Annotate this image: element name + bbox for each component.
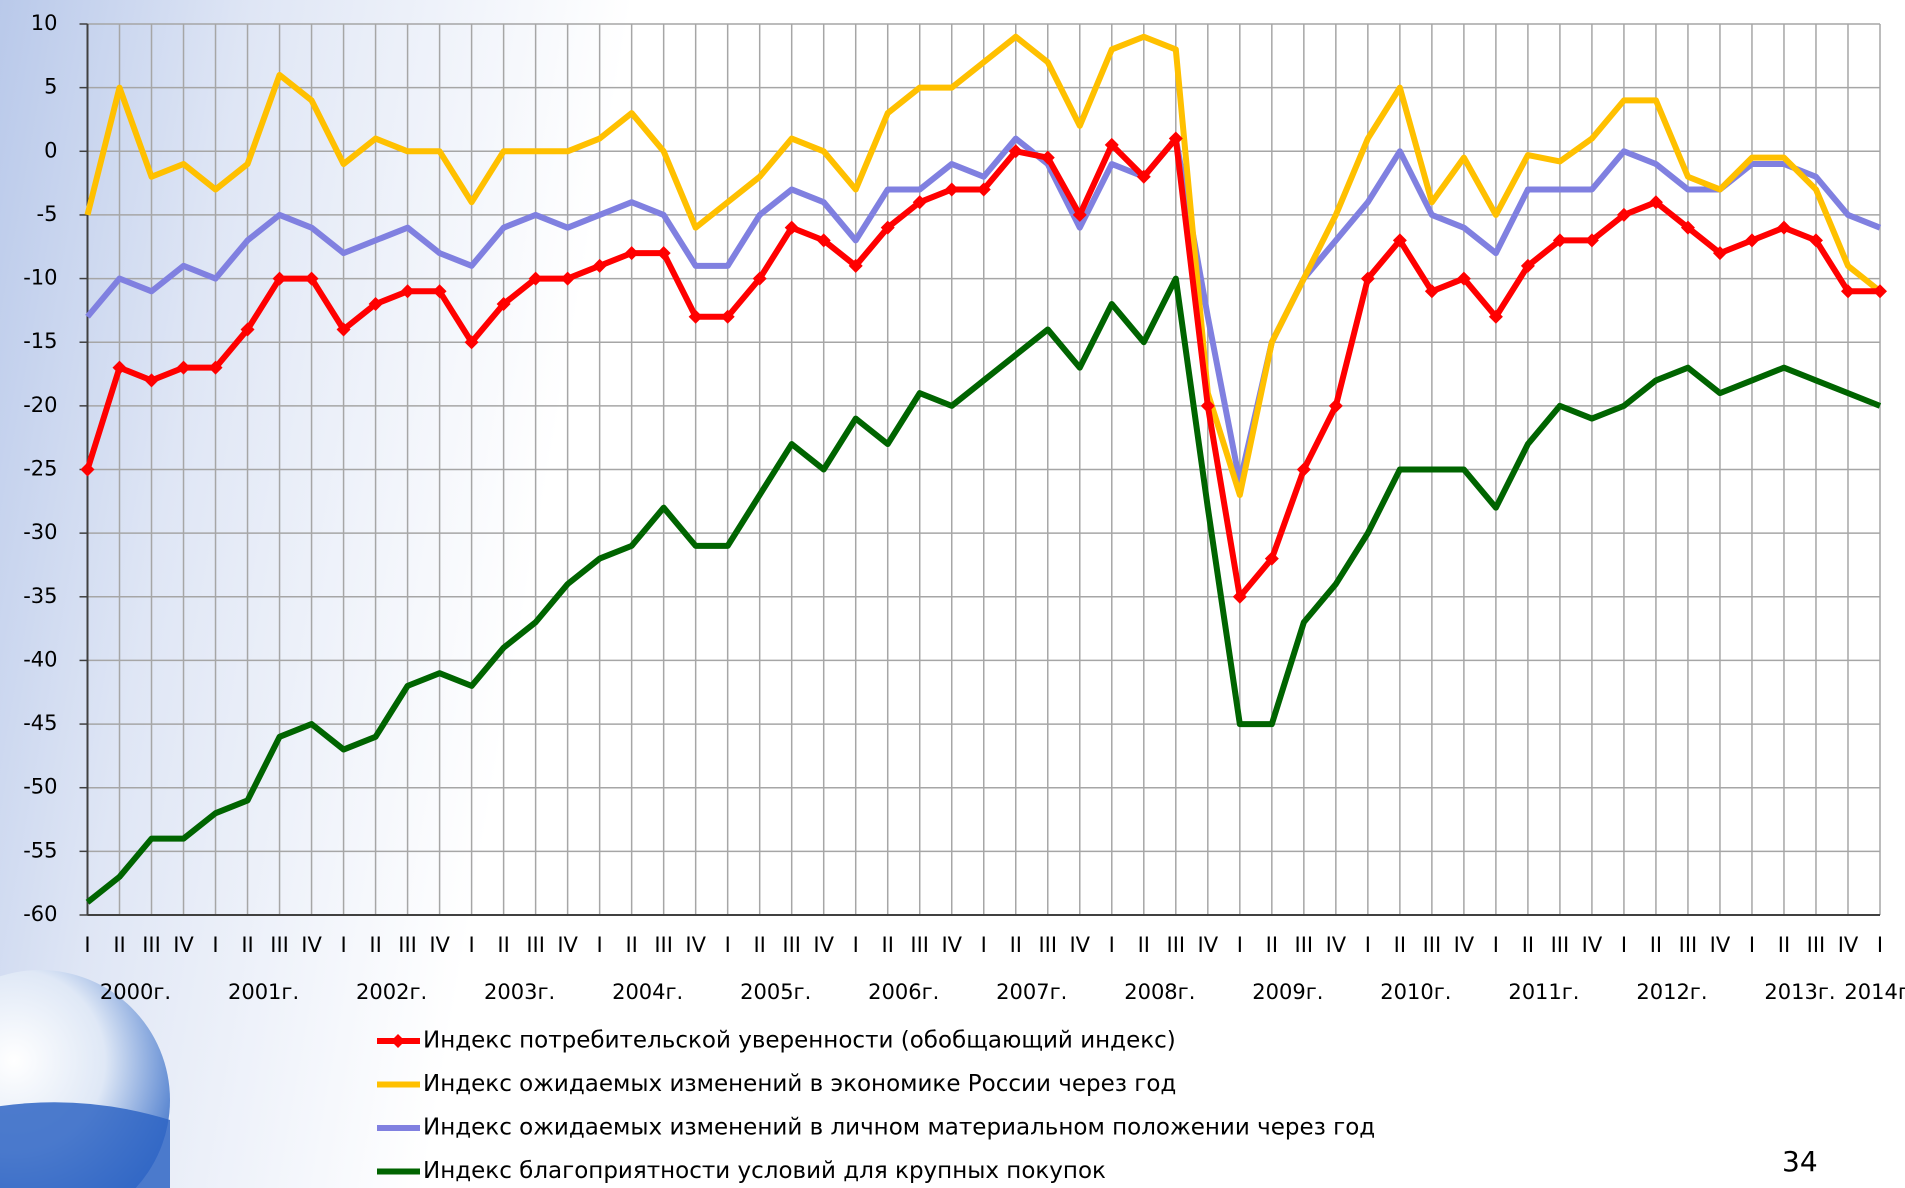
x-tick-label: II bbox=[497, 933, 509, 957]
x-tick-label: II bbox=[882, 933, 894, 957]
x-tick-label: I bbox=[981, 933, 987, 957]
y-tick-label: -10 bbox=[23, 266, 57, 290]
x-tick-label: IV bbox=[429, 933, 450, 957]
x-tick-label: III bbox=[1295, 933, 1314, 957]
year-label: 2009г. bbox=[1252, 980, 1323, 1004]
y-tick-label: -40 bbox=[23, 647, 57, 671]
legend-marker bbox=[391, 1034, 405, 1048]
year-label: 2014г. bbox=[1844, 980, 1905, 1004]
x-tick-label: III bbox=[910, 933, 929, 957]
x-tick-label: I bbox=[1365, 933, 1371, 957]
year-label: 2007г. bbox=[996, 980, 1067, 1004]
page: 34 10 5 0 -5 -10 -15 -20 -25 -30 -35 -40 -45 -50 -55 -… bbox=[0, 0, 1905, 1188]
x-tick-label: II bbox=[1778, 933, 1790, 957]
x-tick-label: III bbox=[526, 933, 545, 957]
x-tick-label: IV bbox=[813, 933, 834, 957]
x-tick-label: III bbox=[1167, 933, 1186, 957]
data-point bbox=[81, 463, 95, 477]
x-tick-label: III bbox=[270, 933, 289, 957]
legend-label: Индекс потребительской уверенности (обоб… bbox=[423, 1028, 1176, 1054]
x-tick-label: III bbox=[782, 933, 801, 957]
year-label: 2004г. bbox=[612, 980, 683, 1004]
x-tick-label: II bbox=[1266, 933, 1278, 957]
x-tick-label: III bbox=[1679, 933, 1698, 957]
x-tick-label: II bbox=[241, 933, 253, 957]
x-tick-label: I bbox=[340, 933, 346, 957]
x-tick-label: I bbox=[597, 933, 603, 957]
x-tick-label: I bbox=[469, 933, 475, 957]
year-label: 2013г. bbox=[1764, 980, 1835, 1004]
x-tick-label: III bbox=[1423, 933, 1442, 957]
x-tick-label: I bbox=[84, 933, 90, 957]
year-label: 2002г. bbox=[356, 980, 427, 1004]
x-tick-label: II bbox=[1138, 933, 1150, 957]
y-tick-label: -5 bbox=[37, 202, 58, 226]
x-tick-label: IV bbox=[1710, 933, 1731, 957]
x-tick-label: IV bbox=[1326, 933, 1347, 957]
x-tick-label: IV bbox=[557, 933, 578, 957]
x-tick-label: I bbox=[725, 933, 731, 957]
x-tick-label: I bbox=[1237, 933, 1243, 957]
x-tick-label: II bbox=[113, 933, 125, 957]
y-tick-label: -30 bbox=[23, 520, 57, 544]
x-tick-label: II bbox=[369, 933, 381, 957]
x-tick-label: IV bbox=[941, 933, 962, 957]
x-tick-label: IV bbox=[173, 933, 194, 957]
decoration-band bbox=[0, 1102, 170, 1188]
year-label: 2012г. bbox=[1636, 980, 1707, 1004]
y-tick-label: -45 bbox=[23, 711, 57, 735]
x-tick-label: I bbox=[853, 933, 859, 957]
y-tick-label: -25 bbox=[23, 457, 57, 481]
year-label: 2005г. bbox=[740, 980, 811, 1004]
y-tick-label: -50 bbox=[23, 775, 57, 799]
x-tick-label: II bbox=[625, 933, 637, 957]
x-tick-label: III bbox=[654, 933, 673, 957]
x-tick-label: IV bbox=[1069, 933, 1090, 957]
x-tick-label: IV bbox=[301, 933, 322, 957]
year-label: 2011г. bbox=[1508, 980, 1579, 1004]
x-tick-label: IV bbox=[1198, 933, 1219, 957]
slide-number: 34 bbox=[1782, 1145, 1818, 1178]
y-tick-label: -20 bbox=[23, 393, 57, 417]
x-tick-label: I bbox=[1109, 933, 1115, 957]
y-tick-label: 5 bbox=[44, 75, 57, 99]
legend-label: Индекс благоприятности условий для крупн… bbox=[423, 1158, 1106, 1184]
x-tick-label: I bbox=[1493, 933, 1499, 957]
x-tick-label: I bbox=[1877, 933, 1883, 957]
year-label: 2010г. bbox=[1380, 980, 1451, 1004]
x-tick-label: I bbox=[212, 933, 218, 957]
year-label: 2008г. bbox=[1124, 980, 1195, 1004]
y-tick-label: -35 bbox=[23, 584, 57, 608]
x-tick-label: IV bbox=[1454, 933, 1475, 957]
x-tick-label: II bbox=[1394, 933, 1406, 957]
year-label: 2006г. bbox=[868, 980, 939, 1004]
chart: 34 10 5 0 -5 -10 -15 -20 -25 -30 -35 -40 -45 -50 -55 -… bbox=[0, 0, 1905, 1188]
x-tick-label: II bbox=[753, 933, 765, 957]
y-tick-label: -60 bbox=[23, 902, 57, 926]
x-tick-label: II bbox=[1010, 933, 1022, 957]
x-tick-label: IV bbox=[685, 933, 706, 957]
x-tick-label: I bbox=[1621, 933, 1627, 957]
legend-label: Индекс ожидаемых изменений в экономике Р… bbox=[423, 1071, 1176, 1097]
x-tick-label: III bbox=[1038, 933, 1057, 957]
legend-label: Индекс ожидаемых изменений в личном мате… bbox=[423, 1115, 1375, 1141]
x-tick-label: II bbox=[1522, 933, 1534, 957]
x-tick-label: III bbox=[398, 933, 417, 957]
x-tick-label: III bbox=[142, 933, 161, 957]
year-label: 2003г. bbox=[484, 980, 555, 1004]
year-label: 2001г. bbox=[228, 980, 299, 1004]
x-tick-label: IV bbox=[1838, 933, 1859, 957]
y-tick-label: -55 bbox=[23, 838, 57, 862]
x-tick-label: III bbox=[1807, 933, 1826, 957]
x-tick-label: II bbox=[1650, 933, 1662, 957]
x-tick-label: IV bbox=[1582, 933, 1603, 957]
x-tick-label: III bbox=[1551, 933, 1570, 957]
year-label: 2000г. bbox=[100, 980, 171, 1004]
y-tick-label: -15 bbox=[23, 329, 57, 353]
y-tick-label: 10 bbox=[31, 11, 58, 35]
y-tick-label: 0 bbox=[44, 138, 57, 162]
x-tick-label: I bbox=[1749, 933, 1755, 957]
